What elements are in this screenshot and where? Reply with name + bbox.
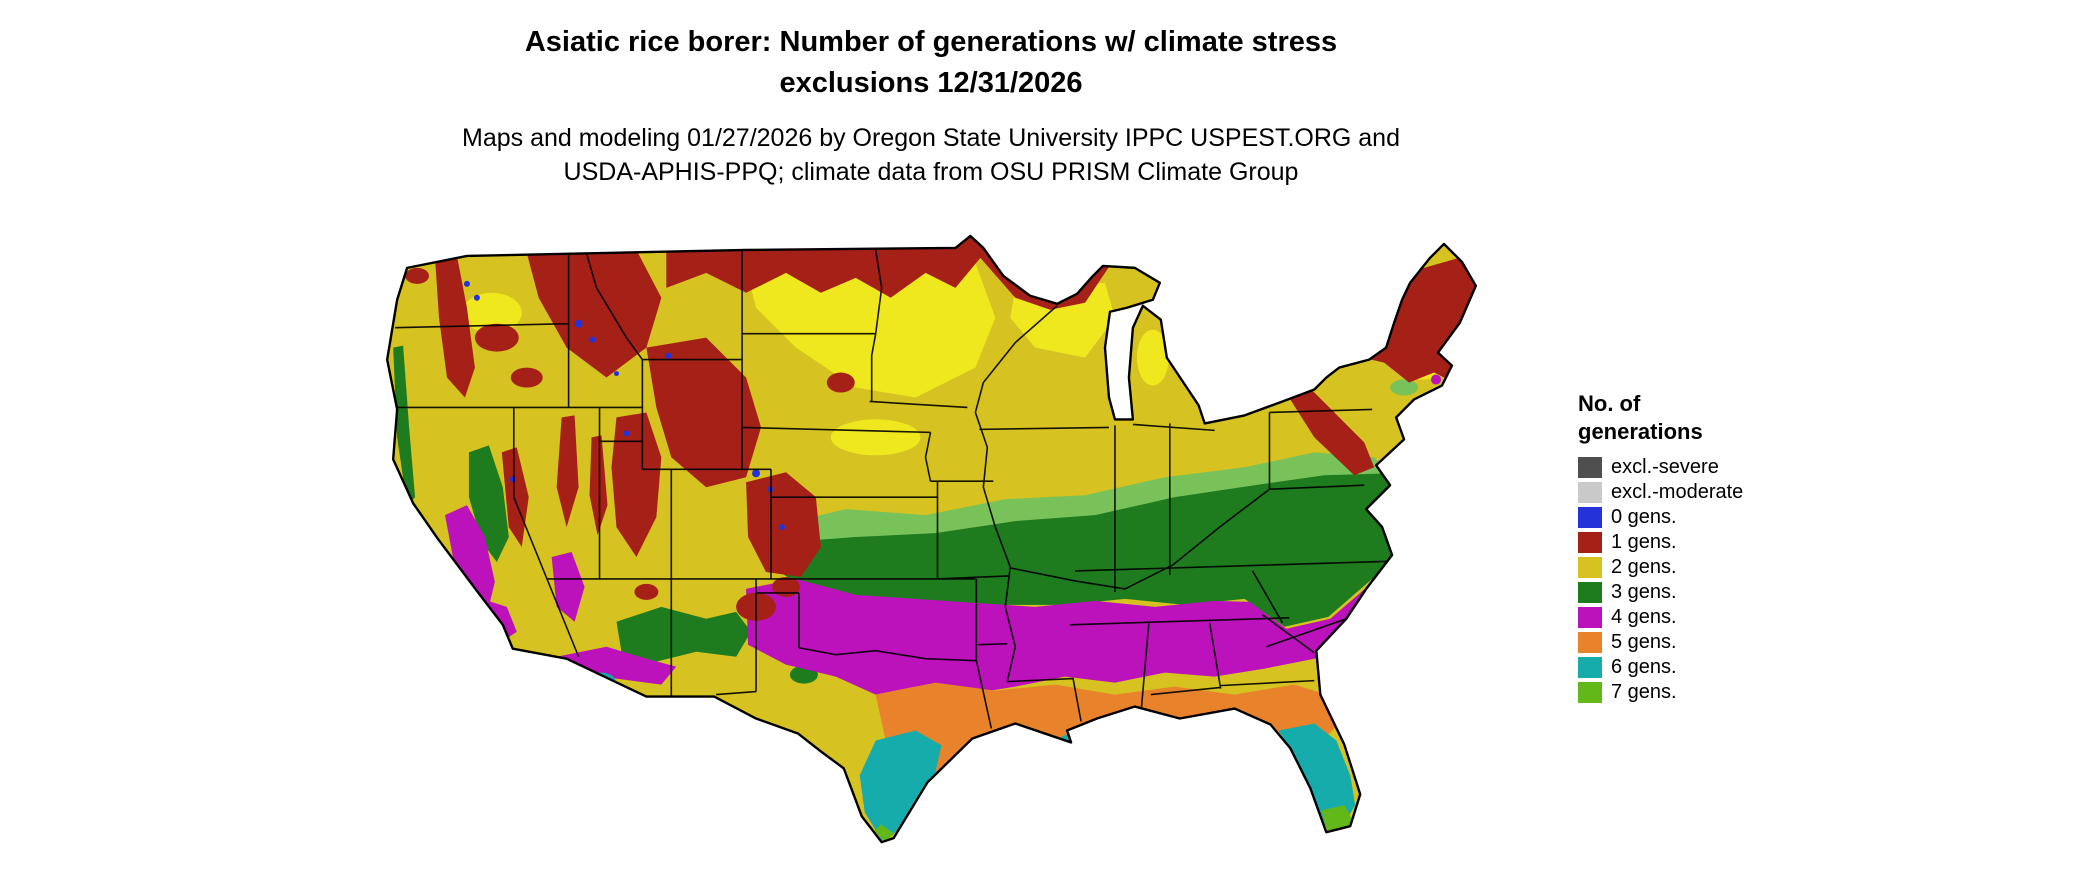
state-borders <box>389 249 1401 729</box>
legend-item-label: 0 gens. <box>1611 506 1677 528</box>
legend-item-gens-5: 5 gens. <box>1578 630 1838 655</box>
legend-swatch-gens-7 <box>1578 682 1602 703</box>
legend-item-gens-0: 0 gens. <box>1578 505 1838 530</box>
band-6-gens <box>587 672 1356 841</box>
us-outline <box>385 234 1478 844</box>
map-subtitle-line1: Maps and modeling 01/27/2026 by Oregon S… <box>462 124 1400 152</box>
legend-item-label: 6 gens. <box>1611 656 1677 678</box>
band-0-gens <box>463 280 785 531</box>
legend-item-gens-3: 3 gens. <box>1578 580 1838 605</box>
legend-item-gens-7: 7 gens. <box>1578 680 1838 705</box>
page-header: Asiatic rice borer: Number of generation… <box>0 22 1862 189</box>
map-title-line2: exclusions 12/31/2026 <box>779 67 1083 99</box>
map-title-line1: Asiatic rice borer: Number of generation… <box>524 26 1338 58</box>
map-fill-layers <box>387 235 1476 843</box>
legend-swatch-gens-3 <box>1578 582 1602 603</box>
legend-item-excl-moderate: excl.-moderate <box>1578 480 1838 505</box>
legend-swatch-excl-severe <box>1578 457 1602 478</box>
legend-swatch-gens-5 <box>1578 632 1602 653</box>
legend-swatch-gens-6 <box>1578 657 1602 678</box>
legend-item-gens-1: 1 gens. <box>1578 530 1838 555</box>
legend-swatch-gens-0 <box>1578 507 1602 528</box>
legend-item-gens-2: 2 gens. <box>1578 555 1838 580</box>
legend-item-label: 2 gens. <box>1611 556 1677 578</box>
legend-item-label: 5 gens. <box>1611 631 1677 653</box>
legend-item-label: excl.-moderate <box>1611 481 1744 503</box>
band-4-gens <box>444 374 1441 695</box>
legend-title-line2: generations <box>1578 419 1703 444</box>
legend-swatch-gens-2 <box>1578 557 1602 578</box>
map-subtitle-line2: USDA-APHIS-PPQ; climate data from OSU PR… <box>563 158 1299 186</box>
legend-item-label: 1 gens. <box>1611 531 1677 553</box>
us-generations-map <box>317 228 1554 886</box>
legend-item-gens-4: 4 gens. <box>1578 605 1838 630</box>
us-map-svg <box>385 234 1478 844</box>
band-3-gens <box>393 345 1405 684</box>
legend-item-label: 4 gens. <box>1611 606 1677 628</box>
legend: No. of generations excl.-severe excl.-mod… <box>1578 390 1838 705</box>
legend-swatch-gens-4 <box>1578 607 1602 628</box>
legend-item-label: excl.-severe <box>1611 456 1719 478</box>
legend-title-line1: No. of <box>1578 391 1641 416</box>
band-7-gens <box>874 805 1354 843</box>
legend-swatch-excl-moderate <box>1578 482 1602 503</box>
map-subtitle: Maps and modeling 01/27/2026 by Oregon S… <box>0 121 1862 189</box>
map-title: Asiatic rice borer: Number of generation… <box>0 22 1862 104</box>
legend-items: excl.-severe excl.-moderate 0 gens. 1 gens.… <box>1578 455 1838 705</box>
legend-item-gens-6: 6 gens. <box>1578 655 1838 680</box>
legend-item-label: 7 gens. <box>1611 681 1677 703</box>
legend-title: No. of generations <box>1578 390 1838 446</box>
legend-item-label: 3 gens. <box>1611 581 1677 603</box>
legend-item-excl-severe: excl.-severe <box>1578 455 1838 480</box>
legend-swatch-gens-1 <box>1578 532 1602 553</box>
